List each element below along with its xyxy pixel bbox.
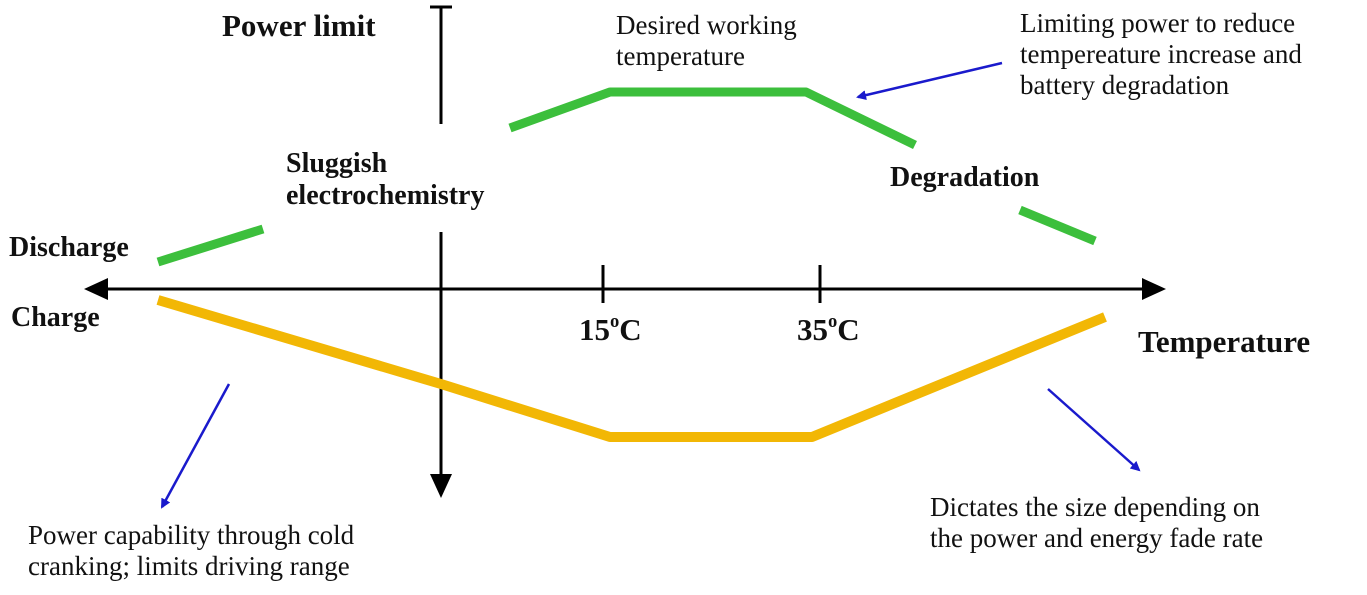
tick-label-15c: 15oC [579,310,642,347]
y-axis-bottom-arrowhead [430,474,452,498]
cold-cranking-label: Power capability through cold cranking; … [28,520,355,582]
discharge-curve-working-segment [508,87,917,150]
x-axis-right-arrowhead [1142,278,1166,300]
limiting-power-arrow [856,61,1003,101]
fade-rate-arrow [1047,388,1141,472]
discharge-label: Discharge [9,232,129,263]
x-axis-label: Temperature [1138,324,1311,359]
x-axis-left-arrowhead [84,278,108,300]
cold-cranking-arrow [160,383,231,509]
degradation-label: Degradation [890,162,1040,193]
limiting-power-label: Limiting power to reduce tempereature in… [1020,8,1302,101]
charge-label: Charge [11,302,100,333]
tick-label-35c: 35oC [797,310,860,347]
sluggish-electrochemistry-label: Sluggish electrochemistry [286,148,485,212]
discharge-curve-hot-segment [1018,205,1097,246]
fade-rate-label: Dictates the size depending on the power… [930,492,1264,554]
chart-title: Power limit [222,8,376,43]
charge-curve [156,295,1107,442]
desired-temperature-label: Desired working temperature [616,10,797,72]
discharge-curve-cold-segment [156,224,265,267]
